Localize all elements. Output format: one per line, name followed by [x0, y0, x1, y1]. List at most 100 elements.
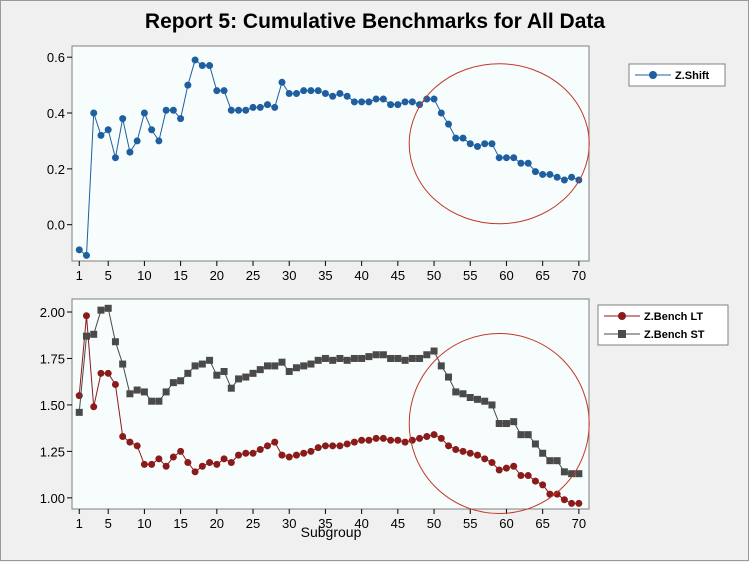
data-point	[148, 397, 156, 405]
data-point	[235, 106, 243, 114]
data-point	[524, 431, 532, 439]
data-point	[256, 366, 264, 374]
data-point	[162, 388, 170, 396]
data-point	[473, 451, 481, 459]
legend-label: Z.Bench ST	[644, 329, 705, 341]
data-point	[401, 438, 409, 446]
data-point	[539, 449, 547, 457]
data-point	[314, 87, 322, 95]
data-point	[408, 98, 416, 106]
data-point	[394, 436, 402, 444]
data-point	[401, 98, 409, 106]
legend-marker	[618, 312, 626, 320]
data-point	[162, 462, 170, 470]
x-tick-label: 35	[318, 516, 332, 531]
data-point	[191, 362, 199, 370]
data-point	[111, 154, 119, 162]
data-point	[307, 360, 315, 368]
data-point	[495, 420, 503, 428]
data-point	[394, 354, 402, 362]
data-point	[126, 390, 134, 398]
data-point	[531, 168, 539, 176]
data-point	[416, 354, 424, 362]
data-point	[575, 499, 583, 507]
data-point	[169, 453, 177, 461]
data-point	[336, 442, 344, 450]
data-point	[495, 154, 503, 162]
data-point	[517, 431, 525, 439]
data-point	[350, 438, 358, 446]
data-point	[140, 109, 148, 117]
x-tick-label: 10	[137, 516, 151, 531]
data-point	[495, 466, 503, 474]
data-point	[235, 375, 243, 383]
data-point	[539, 170, 547, 178]
x-tick-label: 70	[572, 268, 586, 283]
data-point	[133, 386, 141, 394]
data-point	[517, 159, 525, 167]
data-point	[75, 246, 83, 254]
data-point	[481, 455, 489, 463]
data-point	[82, 332, 90, 340]
x-tick-label: 40	[354, 516, 368, 531]
data-point	[155, 397, 163, 405]
y-tick-label: 1.25	[40, 444, 65, 459]
data-point	[314, 444, 322, 452]
data-point	[416, 434, 424, 442]
x-axis-label: Subgroup	[301, 524, 362, 540]
data-point	[177, 377, 185, 385]
x-tick-label: 10	[137, 268, 151, 283]
data-point	[227, 459, 235, 467]
data-point	[336, 89, 344, 97]
data-point	[140, 460, 148, 468]
legend-marker	[649, 71, 657, 79]
x-tick-label: 40	[354, 268, 368, 283]
data-point	[358, 436, 366, 444]
data-point	[560, 468, 568, 476]
data-point	[560, 176, 568, 184]
data-point	[510, 418, 518, 426]
data-point	[466, 449, 474, 457]
data-point	[278, 451, 286, 459]
data-point	[300, 449, 308, 457]
x-tick-label: 25	[246, 268, 260, 283]
data-point	[242, 106, 250, 114]
y-tick-label: 0.0	[47, 218, 65, 233]
data-point	[126, 148, 134, 156]
data-point	[430, 431, 438, 439]
data-point	[553, 173, 561, 181]
x-tick-label: 60	[499, 516, 513, 531]
data-point	[249, 449, 257, 457]
x-tick-label: 15	[173, 268, 187, 283]
data-point	[292, 89, 300, 97]
data-point	[213, 460, 221, 468]
data-point	[227, 384, 235, 392]
data-point	[292, 451, 300, 459]
y-tick-label: 2.00	[40, 305, 65, 320]
data-point	[365, 98, 373, 106]
data-point	[466, 140, 474, 148]
data-point	[365, 353, 373, 361]
x-tick-label: 55	[463, 516, 477, 531]
data-point	[321, 442, 329, 450]
data-point	[343, 356, 351, 364]
data-point	[75, 392, 83, 400]
data-point	[314, 356, 322, 364]
data-point	[90, 403, 98, 411]
data-point	[372, 95, 380, 103]
legend-box	[628, 63, 726, 87]
data-point	[75, 408, 83, 416]
data-point	[140, 388, 148, 396]
data-point	[126, 438, 134, 446]
data-point	[372, 351, 380, 359]
data-point	[387, 101, 395, 109]
y-tick-label: 1.00	[40, 491, 65, 506]
data-point	[133, 442, 141, 450]
data-point	[459, 134, 467, 142]
data-point	[553, 457, 561, 465]
y-tick-label: 0.6	[47, 50, 65, 65]
data-point	[437, 362, 445, 370]
data-point	[119, 360, 127, 368]
data-point	[97, 131, 105, 139]
data-point	[365, 436, 373, 444]
